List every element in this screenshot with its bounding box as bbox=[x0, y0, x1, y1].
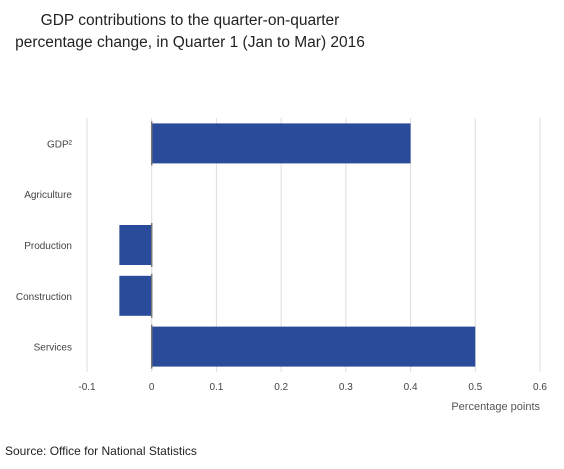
bar bbox=[119, 275, 152, 316]
x-tick-label: 0.1 bbox=[209, 382, 223, 393]
x-tick-label: 0.2 bbox=[274, 382, 288, 393]
x-tick-label: 0.3 bbox=[339, 382, 353, 393]
chart-title: GDP contributions to the quarter-on-quar… bbox=[0, 10, 380, 54]
x-tick-label: 0 bbox=[149, 382, 155, 393]
x-tick-label: 0.4 bbox=[404, 382, 418, 393]
x-axis-title: Percentage points bbox=[451, 401, 540, 413]
source-note: Source: Office for National Statistics bbox=[5, 444, 197, 458]
category-label: Agriculture bbox=[24, 190, 72, 201]
category-labels: GDP² Agriculture Production Construction Ser… bbox=[16, 139, 73, 353]
tick-labels: -0.1 0 0.1 0.2 0.3 0.4 0.5 0.6 bbox=[78, 382, 547, 393]
x-tick-label: 0.6 bbox=[533, 382, 547, 393]
bar bbox=[151, 326, 476, 367]
x-tick-label: 0.5 bbox=[468, 382, 482, 393]
chart-title-line2: percentage change, in Quarter 1 (Jan to … bbox=[15, 34, 365, 51]
bar bbox=[151, 123, 411, 164]
bar bbox=[119, 225, 152, 265]
x-tick-label: -0.1 bbox=[78, 382, 96, 393]
bars bbox=[119, 123, 476, 367]
category-label: GDP² bbox=[47, 139, 73, 150]
chart-title-line1: GDP contributions to the quarter-on-quar… bbox=[40, 12, 340, 29]
bar-chart: GDP² Agriculture Production Construction Ser… bbox=[16, 118, 547, 413]
category-label: Construction bbox=[16, 292, 72, 303]
category-label: Services bbox=[34, 343, 72, 354]
category-label: Production bbox=[24, 241, 72, 252]
